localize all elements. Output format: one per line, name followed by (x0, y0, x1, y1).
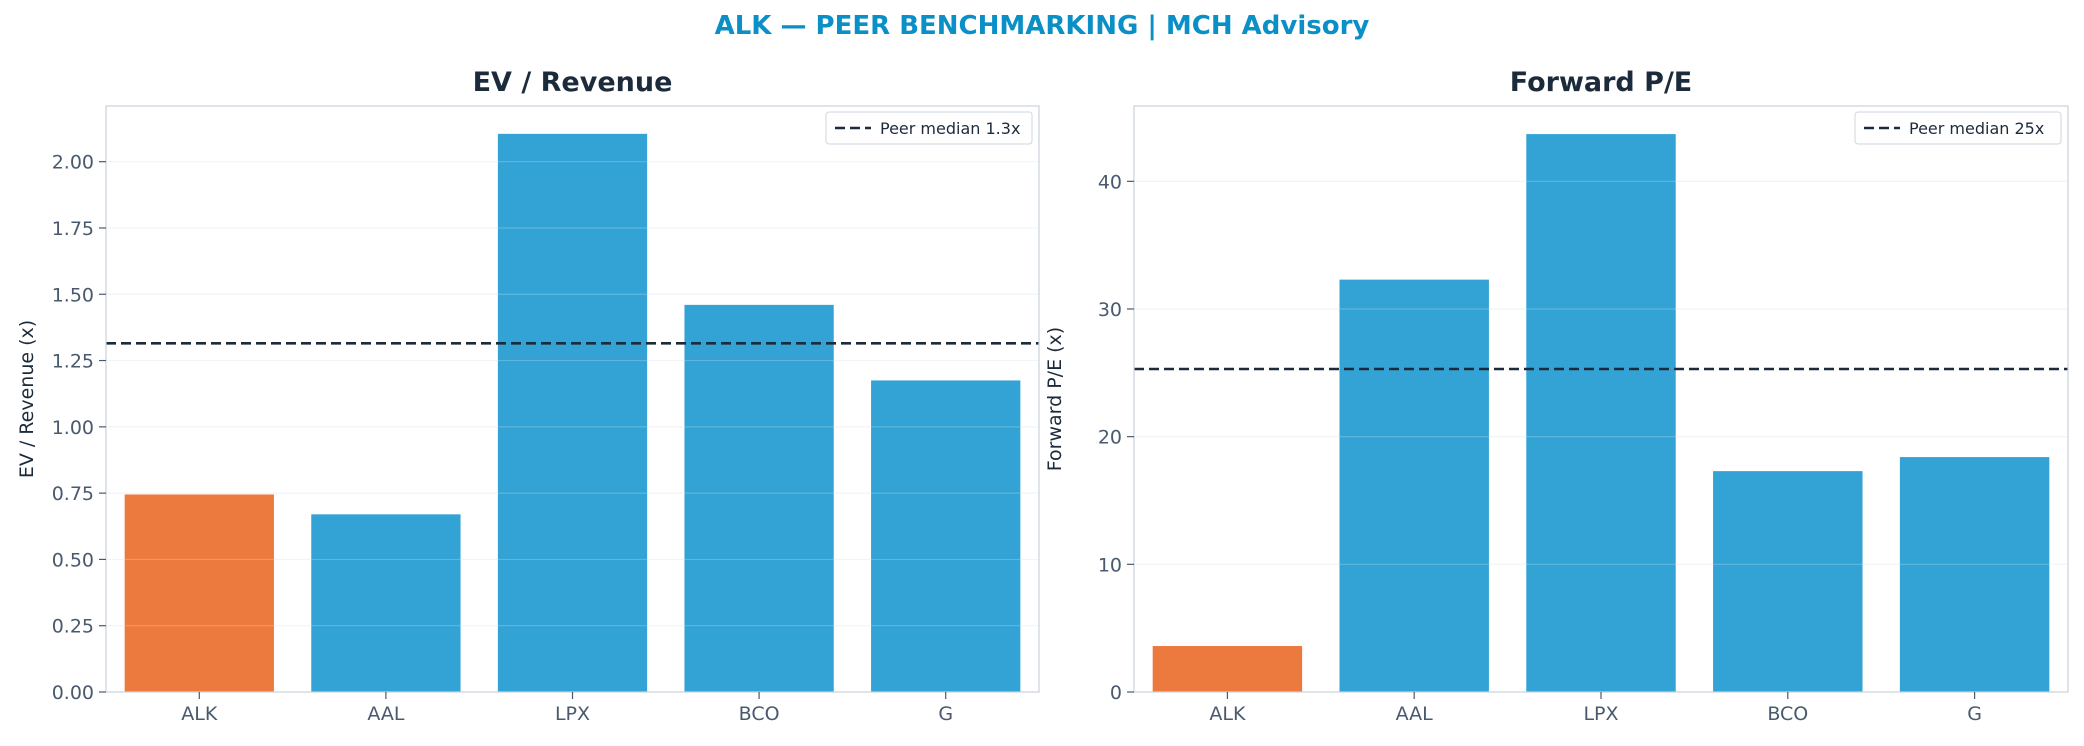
legend-label: Peer median 25x (1909, 119, 2044, 138)
panel-title: EV / Revenue (473, 67, 673, 98)
legend: Peer median 25x (1854, 111, 2062, 145)
panel-title: Forward P/E (1510, 67, 1693, 98)
x-tick-label: ALK (181, 703, 218, 725)
chart-panel-1: 0.00 0.25 0.50 0.75 1.00 1.25 1.50 1.75 2.00 ALK A… (16, 67, 1040, 725)
legend-label: Peer median 1.3x (880, 119, 1020, 138)
bar-g (871, 380, 1021, 692)
y-tick-label: 20 (1098, 427, 1122, 449)
bar-bco (684, 304, 834, 692)
y-tick-label: 10 (1098, 554, 1122, 576)
y-tick-label: 0.25 (52, 616, 94, 638)
bar-aal (311, 514, 461, 692)
chart-panel-2: 0 10 20 30 40 ALK AAL LPX BCO G Forward P/E Forward… (1044, 67, 2069, 725)
x-tick-label: LPX (1583, 703, 1618, 725)
x-tick-label: AAL (367, 703, 405, 725)
bar-alk (1152, 646, 1303, 692)
legend: Peer median 1.3x (825, 111, 1033, 145)
bar-g (1899, 457, 2050, 692)
y-tick-label: 0.00 (52, 682, 94, 704)
y-tick-label: 30 (1098, 299, 1122, 321)
legend-box (1854, 111, 2062, 145)
y-tick-label: 1.25 (52, 351, 94, 373)
x-tick-label: ALK (1209, 703, 1246, 725)
x-tick-label: G (938, 703, 953, 725)
x-tick-label: BCO (1767, 703, 1808, 725)
bar-lpx (1526, 134, 1676, 692)
y-axis-label: EV / Revenue (x) (16, 320, 38, 478)
x-tick-label: G (1967, 703, 1982, 725)
bar-aal (1339, 279, 1489, 692)
y-tick-label: 0.50 (52, 549, 94, 571)
bar-bco (1713, 471, 1863, 692)
y-tick-label: 1.75 (52, 218, 94, 240)
x-tick-label: BCO (739, 703, 780, 725)
y-tick-label: 0.75 (52, 483, 94, 505)
y-tick-label: 1.00 (52, 417, 94, 439)
x-tick-label: AAL (1396, 703, 1434, 725)
y-axis-label: Forward P/E (x) (1044, 327, 1066, 471)
x-tick-label: LPX (555, 703, 590, 725)
y-tick-label: 0 (1110, 682, 1122, 704)
legend-box (825, 111, 1033, 145)
bar-alk (124, 494, 274, 692)
y-tick-label: 2.00 (52, 152, 94, 174)
figure-title: ALK — PEER BENCHMARKING | MCH Advisory (715, 11, 1370, 41)
bar-lpx (497, 133, 648, 693)
y-tick-label: 1.50 (52, 284, 94, 306)
y-tick-label: 40 (1098, 171, 1122, 193)
